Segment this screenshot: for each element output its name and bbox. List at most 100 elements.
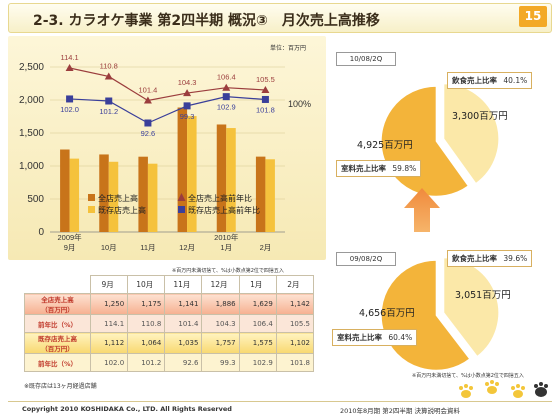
room-ratio-label: 室料売上比率 (337, 333, 382, 342)
table-cell: 102.9 (238, 353, 277, 372)
secondary-axis-label: 100% (288, 99, 311, 109)
x-tick-label: 11月 (140, 243, 155, 252)
row-label: 前年比（%） (24, 353, 91, 372)
legend-label: 全店売上高前年比 (188, 193, 252, 203)
room-value-top: 4,925百万円 (357, 140, 413, 151)
legend-label: 全店売上高 (98, 193, 138, 203)
room-ratio-pct: 59.8% (392, 164, 417, 173)
pie-note: ※百万円未満切捨て、%は小数点第2位で四捨五入 (412, 373, 524, 379)
food-value-top: 3,300百万円 (452, 111, 508, 122)
table-cell: 106.4 (238, 314, 277, 333)
copyright: Copyright 2010 KOSHIDAKA Co., LTD. All R… (22, 405, 232, 413)
table-cell: 101.8 (275, 353, 315, 372)
table-header: 2月 (275, 275, 315, 294)
table-footnote: ※既存店は13ヶ月経過店舗 (24, 383, 97, 390)
bar-existing-store (187, 116, 197, 232)
ratio-data-label: 114.1 (60, 53, 78, 62)
bar-all-store (60, 149, 70, 232)
paw-prints-icon (459, 380, 548, 398)
table-cell: 101.2 (127, 353, 166, 372)
food-ratio-label: 飲食売上比率 (452, 76, 497, 85)
x-tick-label: 12月 (179, 243, 195, 252)
sales-table: 9月 10月 11月 12月 1月 2月 全店売上高 （百万円） 1,250 1… (24, 275, 315, 372)
ratio-marker (144, 119, 152, 127)
table-row: 全店売上高 （百万円） 1,250 1,175 1,141 1,886 1,62… (24, 293, 315, 315)
unit-label: 単位：百万円 (270, 45, 307, 52)
ratio-marker (222, 83, 231, 91)
x-tick-label: 2009年 (57, 232, 82, 242)
ratio-marker (105, 97, 113, 105)
table-header-row: 9月 10月 11月 12月 1月 2月 (25, 275, 315, 294)
row-label: 前年比（%） (24, 314, 91, 333)
y-tick-label: 2,500 (19, 62, 44, 73)
row-label-line1: 全店売上高 (41, 296, 74, 304)
table-row: 前年比（%） 102.0 101.2 92.6 99.3 102.9 101.8 (24, 353, 315, 372)
legend-marker (177, 193, 186, 201)
bar-all-store (99, 154, 109, 232)
footer-divider (8, 401, 552, 402)
ratio-data-label: 99.3 (180, 112, 195, 121)
y-tick-label: 500 (27, 194, 44, 205)
ratio-marker (183, 102, 191, 110)
ratio-line (69, 96, 266, 124)
x-tick-label: 10月 (101, 243, 117, 252)
ratio-data-label: 101.2 (99, 107, 118, 116)
bar-all-store (177, 107, 188, 232)
legend-label: 既存店売上高 (98, 205, 146, 215)
page-title: 2-3. カラオケ事業 第2四半期 概況③ 月次売上高推移 (33, 13, 380, 29)
y-tick-label: 0 (38, 227, 44, 238)
room-ratio-pct: 60.4% (388, 333, 413, 342)
ratio-data-label: 104.3 (178, 78, 197, 87)
table-cell: 1,141 (164, 293, 203, 315)
ratio-data-label: 110.8 (100, 61, 118, 70)
ratio-marker (261, 95, 269, 103)
period-label-top: 10/08/2Q (336, 52, 396, 66)
title-bar: 2-3. カラオケ事業 第2四半期 概況③ 月次売上高推移 (8, 3, 552, 33)
table-cell: 1,757 (201, 332, 240, 354)
row-label: 既存店売上高 （百万円） (24, 332, 91, 354)
table-cell: 1,250 (89, 293, 129, 315)
table-cell: 105.5 (275, 314, 315, 333)
bar-existing-store (226, 128, 236, 232)
x-tick-label: 1月 (220, 243, 232, 252)
bar-all-store (255, 156, 266, 232)
x-tick-label: 2月 (260, 243, 272, 252)
table-header: 10月 (127, 275, 166, 294)
ratio-data-label: 105.5 (256, 75, 275, 84)
y-tick-label: 1,000 (19, 161, 44, 172)
table-row: 既存店売上高 （百万円） 1,112 1,064 1,035 1,757 1,5… (24, 332, 315, 354)
ratio-data-label: 92.6 (141, 129, 156, 138)
y-tick-label: 1,500 (19, 128, 44, 139)
food-value-bottom: 3,051百万円 (455, 290, 511, 301)
table-note: ※百万円未満切捨て、%は小数点第2位で四捨五入 (172, 268, 284, 274)
legend-swatch (88, 194, 95, 201)
table-cell: 1,142 (275, 293, 315, 315)
ratio-marker (66, 95, 74, 103)
food-ratio-label: 飲食売上比率 (452, 254, 497, 263)
table-cell: 102.0 (89, 353, 129, 372)
table-cell: 1,575 (238, 332, 277, 354)
food-ratio-pct: 39.6% (503, 254, 528, 263)
x-tick-label: 2010年 (214, 232, 239, 242)
ratio-marker (222, 93, 230, 101)
table-cell: 101.4 (164, 314, 203, 333)
x-tick-label: 9月 (64, 243, 76, 252)
table-cell: 114.1 (89, 314, 129, 333)
table-header: 9月 (89, 275, 129, 294)
ratio-data-label: 102.0 (60, 105, 79, 114)
ratio-marker (261, 86, 270, 93)
row-label-line2: （百万円） (41, 345, 74, 353)
ratio-data-label: 101.8 (256, 105, 275, 114)
room-value-bottom: 4,656百万円 (359, 308, 415, 319)
bar-existing-store (108, 161, 119, 232)
table-cell: 1,629 (238, 293, 277, 315)
table-cell: 99.3 (201, 353, 240, 372)
room-ratio-callout-bottom: 室料売上比率 60.4% (332, 329, 418, 346)
table-cell: 1,175 (127, 293, 166, 315)
ratio-data-label: 101.4 (139, 85, 158, 94)
period-label-bottom: 09/08/2Q (336, 252, 396, 266)
footer-doc-title: 2010年8月期 第2四半期 決算説明会資料 (340, 407, 460, 415)
food-ratio-callout-top: 飲食売上比率 40.1% (447, 72, 533, 89)
page-number: 15 (519, 6, 547, 27)
table-cell: 1,886 (201, 293, 240, 315)
